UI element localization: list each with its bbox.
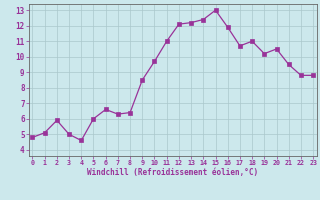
X-axis label: Windchill (Refroidissement éolien,°C): Windchill (Refroidissement éolien,°C)	[87, 168, 258, 177]
